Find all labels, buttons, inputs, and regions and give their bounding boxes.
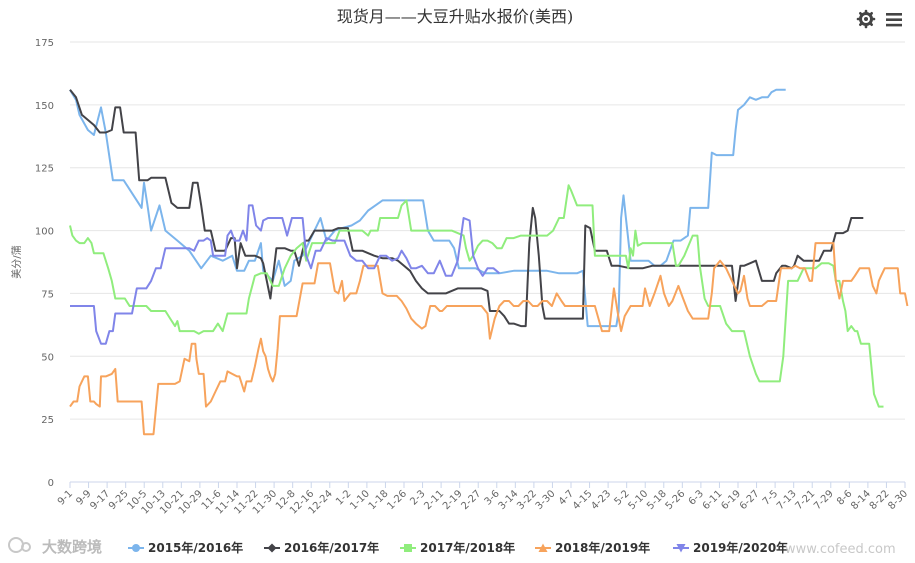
x-tick-label: 1-18 (367, 488, 391, 512)
y-tick-label: 125 (35, 164, 54, 175)
x-tick-label: 9-1 (56, 488, 75, 507)
x-tick-label: 6-19 (719, 488, 743, 512)
y-tick-label: 0 (48, 478, 54, 489)
legend-item-1[interactable]: 2015年/2016年 (128, 540, 243, 555)
series-line-2[interactable] (69, 89, 864, 328)
x-tick-label: 7-21 (794, 488, 818, 512)
x-tick-label: 8-14 (849, 488, 873, 512)
x-tick-label: 4-15 (571, 488, 595, 512)
legend-marker (404, 544, 412, 552)
x-tick-label: 2-11 (422, 488, 446, 512)
watermark-right: www.cofeed.com (785, 542, 896, 557)
legend-label: 2015年/2016年 (148, 540, 243, 555)
legend-marker (132, 544, 140, 552)
x-tick-label: 5-26 (664, 488, 688, 512)
x-tick-label: 8-30 (886, 488, 910, 512)
chart-title: 现货月——大豆升贴水报价(美西) (337, 7, 574, 26)
hamburger-menu-icon[interactable] (886, 13, 902, 27)
legend-label: 2019年/2020年 (693, 540, 788, 555)
x-tick-label: 7-13 (775, 488, 799, 512)
x-tick-label: 9-17 (88, 488, 112, 512)
x-tick-label: 7-29 (812, 488, 836, 512)
series-line-3[interactable] (69, 184, 884, 408)
y-axis-ticks: 0 25 50 75 100 125 150 175 (35, 38, 54, 489)
legend-item-5[interactable]: 2019年/2020年 (673, 540, 788, 555)
x-tick-label: 5-10 (627, 488, 651, 512)
legend-label: 2018年/2019年 (555, 540, 650, 555)
series-line-5[interactable] (70, 204, 501, 345)
x-tick-label: 2-27 (460, 488, 484, 512)
gear-icon[interactable] (856, 9, 876, 29)
x-tick-label: 9-25 (107, 488, 131, 512)
x-tick-label: 3-30 (534, 488, 558, 512)
x-tick-label: 1-26 (385, 488, 409, 512)
x-axis: 9-1 9-99-179-2510-510-1310-2110-2911-611-… (56, 481, 910, 517)
y-tick-label: 150 (35, 101, 54, 112)
legend-label: 2017年/2018年 (420, 540, 515, 555)
legend-item-3[interactable]: 2017年/2018年 (400, 540, 515, 555)
y-tick-label: 75 (41, 289, 54, 300)
legend-marker (267, 543, 277, 553)
x-tick-label: 6-11 (701, 488, 725, 512)
grid-lines (70, 41, 905, 483)
legend-item-4[interactable]: 2018年/2019年 (535, 540, 650, 555)
x-tick-label: 2-19 (441, 488, 465, 512)
legend-item-2[interactable]: 2016年/2017年 (264, 540, 379, 555)
x-tick-label: 4-23 (589, 488, 613, 512)
y-tick-label: 25 (41, 415, 54, 426)
y-axis-label: 美分/蒲 (10, 245, 23, 278)
legend-label: 2016年/2017年 (284, 540, 379, 555)
series-line-1[interactable] (69, 88, 786, 328)
y-tick-label: 175 (35, 38, 54, 49)
series-lines (69, 88, 909, 436)
x-tick-label: 6-27 (738, 488, 762, 512)
watermark-logo (8, 537, 31, 553)
y-tick-label: 50 (41, 352, 54, 363)
x-tick-label: 3-22 (515, 488, 539, 512)
watermark-left: 大数跨境 (42, 538, 102, 556)
series-line-4[interactable] (69, 242, 909, 436)
legend: 2015年/2016年 2016年/2017年 2017年/2018年 2018年/2… (128, 540, 788, 555)
x-tick-label: 8-22 (868, 488, 892, 512)
legend-marker (676, 544, 686, 553)
legend-marker (538, 543, 548, 552)
x-tick-label: 1-10 (348, 488, 372, 512)
x-tick-label: 3-14 (497, 488, 521, 512)
x-tick-label: 5-18 (645, 488, 669, 512)
y-tick-label: 100 (35, 227, 54, 238)
